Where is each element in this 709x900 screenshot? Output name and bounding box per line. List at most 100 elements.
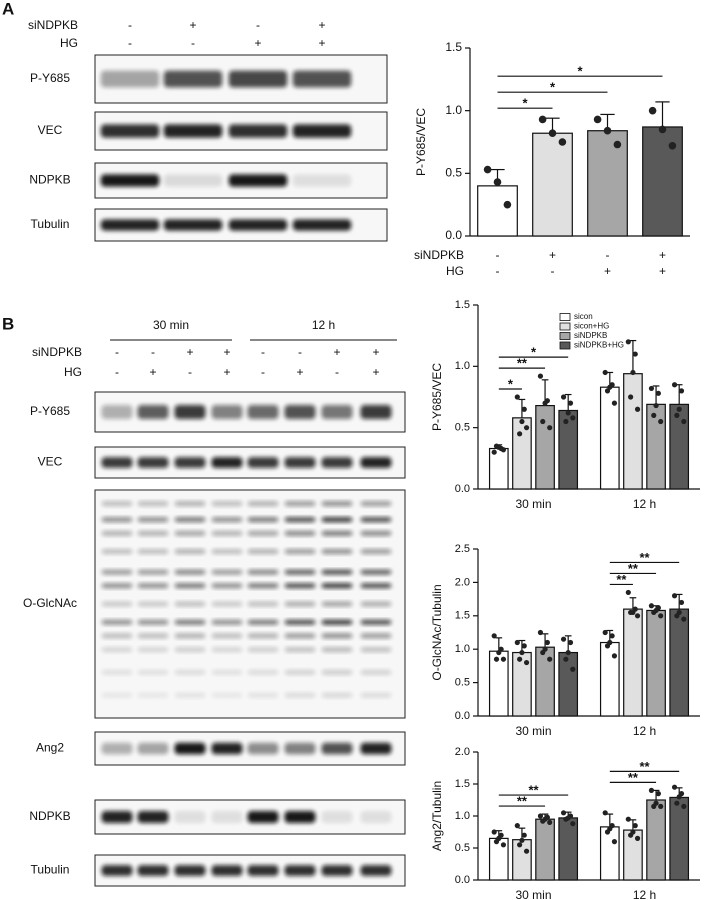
blot-label: P-Y685 bbox=[30, 404, 70, 418]
condition-sign: - bbox=[191, 36, 195, 50]
blot-band bbox=[321, 517, 353, 523]
data-point bbox=[540, 649, 546, 656]
data-point bbox=[517, 842, 523, 848]
y-tick-label: 1.0 bbox=[455, 643, 470, 655]
blot-band bbox=[360, 530, 392, 536]
blot-band bbox=[247, 457, 279, 468]
data-point bbox=[632, 351, 638, 357]
data-point bbox=[519, 837, 525, 843]
data-point bbox=[681, 418, 687, 425]
blot-label: P-Y685 bbox=[30, 71, 70, 85]
blot-band bbox=[100, 124, 160, 138]
condition-label: HG bbox=[64, 365, 82, 379]
data-point bbox=[651, 609, 657, 616]
data-point bbox=[651, 412, 657, 418]
bar bbox=[599, 641, 620, 717]
blot-band bbox=[137, 569, 169, 575]
y-axis-label: Ang2/Tubulin bbox=[430, 781, 444, 851]
data-point bbox=[632, 823, 638, 829]
blot-band bbox=[247, 517, 279, 523]
blot-band bbox=[284, 692, 316, 698]
blot-band bbox=[174, 647, 206, 653]
blot-band bbox=[174, 601, 206, 607]
data-point bbox=[493, 839, 500, 845]
data-point bbox=[547, 656, 553, 662]
blot-label: Tubulin bbox=[31, 863, 70, 877]
significance-label: ** bbox=[628, 770, 639, 785]
blot-band bbox=[284, 669, 316, 675]
significance-label: ** bbox=[628, 561, 639, 576]
condition-sign: + bbox=[149, 365, 156, 379]
data-point bbox=[628, 832, 634, 838]
data-point bbox=[567, 400, 574, 406]
data-point bbox=[563, 418, 569, 425]
panel-label: B bbox=[2, 314, 14, 333]
blot-band bbox=[247, 647, 279, 653]
data-point bbox=[567, 639, 574, 646]
data-point bbox=[676, 406, 682, 412]
blot-band bbox=[247, 405, 279, 419]
blot-band bbox=[321, 457, 353, 468]
data-point bbox=[570, 821, 576, 827]
significance-label: ** bbox=[639, 550, 650, 565]
blot-band bbox=[100, 70, 160, 88]
blot-band bbox=[211, 530, 243, 536]
blot-band bbox=[247, 549, 279, 555]
data-point bbox=[558, 138, 567, 146]
blot-band bbox=[284, 865, 316, 876]
significance-label: ** bbox=[517, 794, 528, 809]
data-point bbox=[570, 666, 576, 672]
condition-sign: - bbox=[115, 365, 119, 379]
blot-band bbox=[137, 549, 169, 555]
bar bbox=[535, 818, 555, 881]
legend-swatch bbox=[559, 332, 571, 340]
data-point bbox=[604, 388, 611, 394]
data-point bbox=[655, 791, 661, 797]
data-point bbox=[565, 410, 571, 416]
blot-band bbox=[137, 619, 169, 625]
data-point bbox=[491, 449, 497, 455]
blot-band bbox=[247, 811, 279, 823]
data-point bbox=[611, 839, 618, 845]
data-point bbox=[603, 126, 612, 135]
blot-band bbox=[100, 174, 160, 187]
data-point bbox=[560, 810, 567, 816]
data-point bbox=[544, 639, 550, 646]
data-point bbox=[483, 165, 492, 174]
blot-band bbox=[137, 633, 169, 639]
significance-label: * bbox=[508, 376, 514, 391]
x-tick-label: 30 min bbox=[515, 888, 551, 900]
blot-band bbox=[321, 405, 353, 419]
data-point bbox=[625, 816, 631, 822]
blot-band bbox=[101, 517, 133, 523]
bar bbox=[642, 126, 683, 237]
condition-sign: - bbox=[335, 365, 339, 379]
blot-band bbox=[163, 174, 223, 187]
y-axis-label: O-GlcNAc/Tubulin bbox=[430, 584, 444, 680]
data-point bbox=[634, 835, 641, 842]
data-point bbox=[496, 649, 502, 656]
blot-band bbox=[100, 219, 160, 231]
blot-band bbox=[101, 742, 133, 755]
data-point bbox=[540, 418, 546, 425]
significance-label: * bbox=[577, 64, 583, 79]
y-tick-label: 0.5 bbox=[445, 166, 462, 180]
x-tick-label: - bbox=[496, 248, 500, 262]
blot-band bbox=[211, 619, 243, 625]
condition-sign: + bbox=[189, 18, 196, 32]
blot-band bbox=[137, 501, 169, 507]
blot-band bbox=[247, 669, 279, 675]
blot-band bbox=[174, 633, 206, 639]
data-point bbox=[678, 599, 685, 606]
data-point bbox=[634, 613, 641, 619]
blot-band bbox=[321, 669, 353, 675]
blot-band bbox=[137, 405, 169, 419]
data-point bbox=[517, 656, 523, 662]
x-tick-label: + bbox=[549, 248, 556, 262]
data-point bbox=[563, 816, 569, 822]
condition-sign: + bbox=[254, 36, 261, 50]
data-point bbox=[648, 106, 657, 115]
data-point bbox=[658, 613, 664, 619]
condition-sign: - bbox=[115, 345, 119, 359]
blot-band bbox=[247, 601, 279, 607]
